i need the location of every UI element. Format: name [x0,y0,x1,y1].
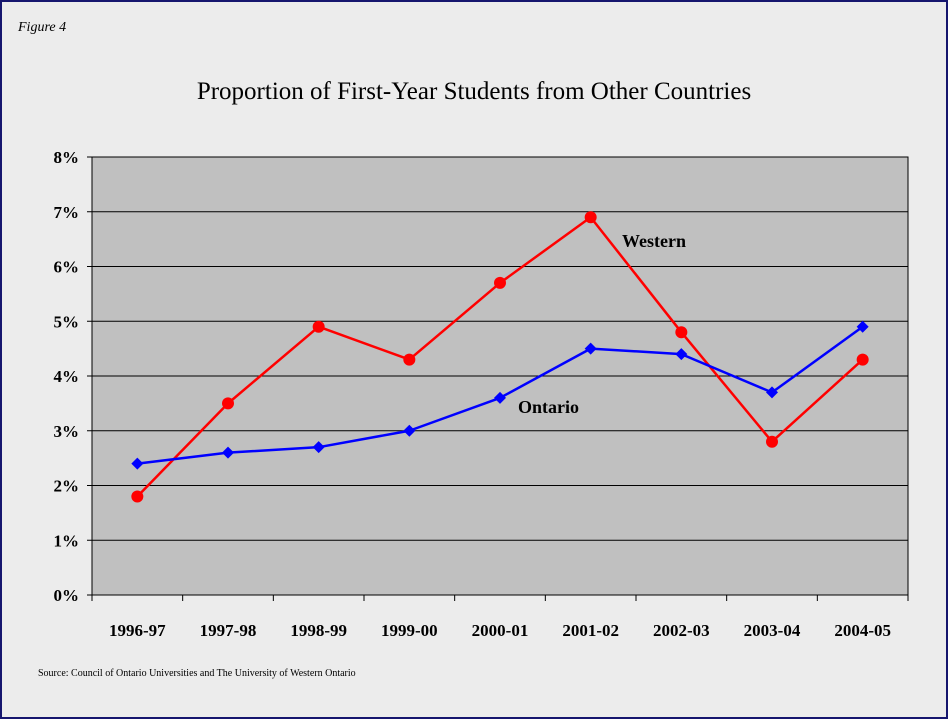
point-ontario [675,348,688,361]
point-western [403,353,416,366]
x-tick-label: 1997-98 [200,621,257,640]
y-tick-label: 1% [54,531,80,550]
x-tick-label: 1998-99 [290,621,347,640]
x-tick-label: 2000-01 [472,621,529,640]
point-western [856,353,869,366]
point-ontario [131,457,144,470]
x-tick-label: 2003-04 [744,621,801,640]
point-western [766,435,778,448]
point-ontario [403,424,416,437]
figure-label: Figure 4 [18,20,67,35]
source-note: Source: Council of Ontario Universities … [38,668,356,679]
y-tick-label: 2% [54,477,80,496]
x-tick-label: 2002-03 [653,621,710,640]
y-tick-label: 8% [54,148,80,167]
point-ontario [766,386,778,399]
chart-title: Proportion of First-Year Students from O… [196,78,752,105]
point-ontario [584,342,597,355]
point-western [494,276,506,289]
y-tick-label: 7% [54,203,80,222]
x-tick-label: 1996-97 [109,621,166,640]
y-tick-label: 3% [54,422,80,441]
point-ontario [222,446,234,459]
point-western [675,326,688,339]
x-tick-label: 1999-00 [381,621,438,640]
x-tick-label: 2004-05 [834,621,891,640]
y-tick-label: 0% [54,586,80,605]
point-western [312,320,325,333]
x-tick-label: 2001-02 [562,621,619,640]
y-tick-label: 6% [54,258,80,277]
y-tick-label: 4% [54,367,80,386]
point-western [584,211,597,224]
point-western [131,490,144,503]
point-ontario [856,320,869,333]
series-label-western: Western [622,231,686,251]
point-ontario [312,441,325,454]
point-western [222,397,234,410]
y-tick-label: 5% [54,312,80,331]
series-label-ontario: Ontario [518,397,579,417]
point-ontario [494,391,506,404]
